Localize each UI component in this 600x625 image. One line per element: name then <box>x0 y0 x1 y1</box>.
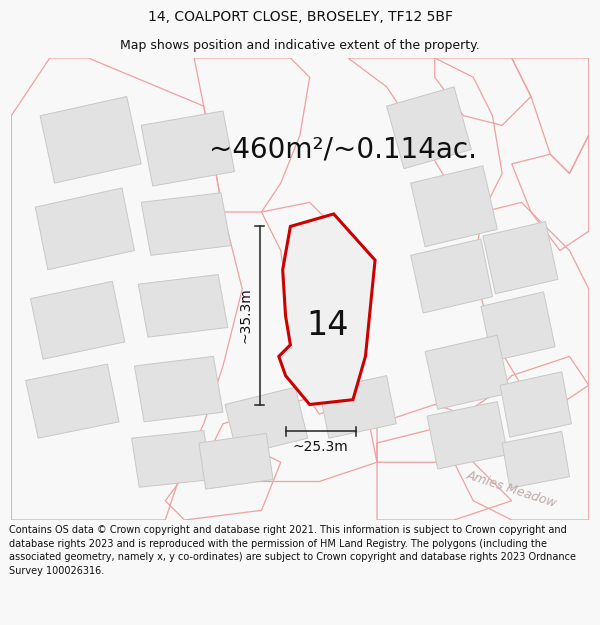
Polygon shape <box>386 87 472 169</box>
Polygon shape <box>483 222 558 294</box>
Polygon shape <box>134 356 223 422</box>
Text: Contains OS data © Crown copyright and database right 2021. This information is : Contains OS data © Crown copyright and d… <box>9 525 576 576</box>
Text: 14, COALPORT CLOSE, BROSELEY, TF12 5BF: 14, COALPORT CLOSE, BROSELEY, TF12 5BF <box>148 11 452 24</box>
Text: Map shows position and indicative extent of the property.: Map shows position and indicative extent… <box>120 39 480 52</box>
Polygon shape <box>26 364 119 438</box>
Polygon shape <box>40 96 141 183</box>
Text: ~25.3m: ~25.3m <box>293 440 349 454</box>
Polygon shape <box>425 335 510 409</box>
Polygon shape <box>199 433 273 489</box>
Polygon shape <box>319 376 396 438</box>
Polygon shape <box>500 372 571 438</box>
Text: ~460m²/~0.114ac.: ~460m²/~0.114ac. <box>209 136 478 163</box>
Polygon shape <box>35 188 134 270</box>
Polygon shape <box>131 431 211 488</box>
Polygon shape <box>31 281 125 359</box>
Polygon shape <box>279 214 375 404</box>
Polygon shape <box>138 274 228 337</box>
Polygon shape <box>410 166 497 247</box>
Polygon shape <box>225 387 308 456</box>
Polygon shape <box>141 111 235 186</box>
Text: 14: 14 <box>307 309 349 342</box>
Polygon shape <box>481 292 555 361</box>
Polygon shape <box>502 431 569 488</box>
Text: Amies Meadow: Amies Meadow <box>465 469 559 510</box>
Text: ~35.3m: ~35.3m <box>238 288 252 343</box>
Polygon shape <box>410 239 493 313</box>
Polygon shape <box>141 192 231 255</box>
Polygon shape <box>427 402 508 469</box>
